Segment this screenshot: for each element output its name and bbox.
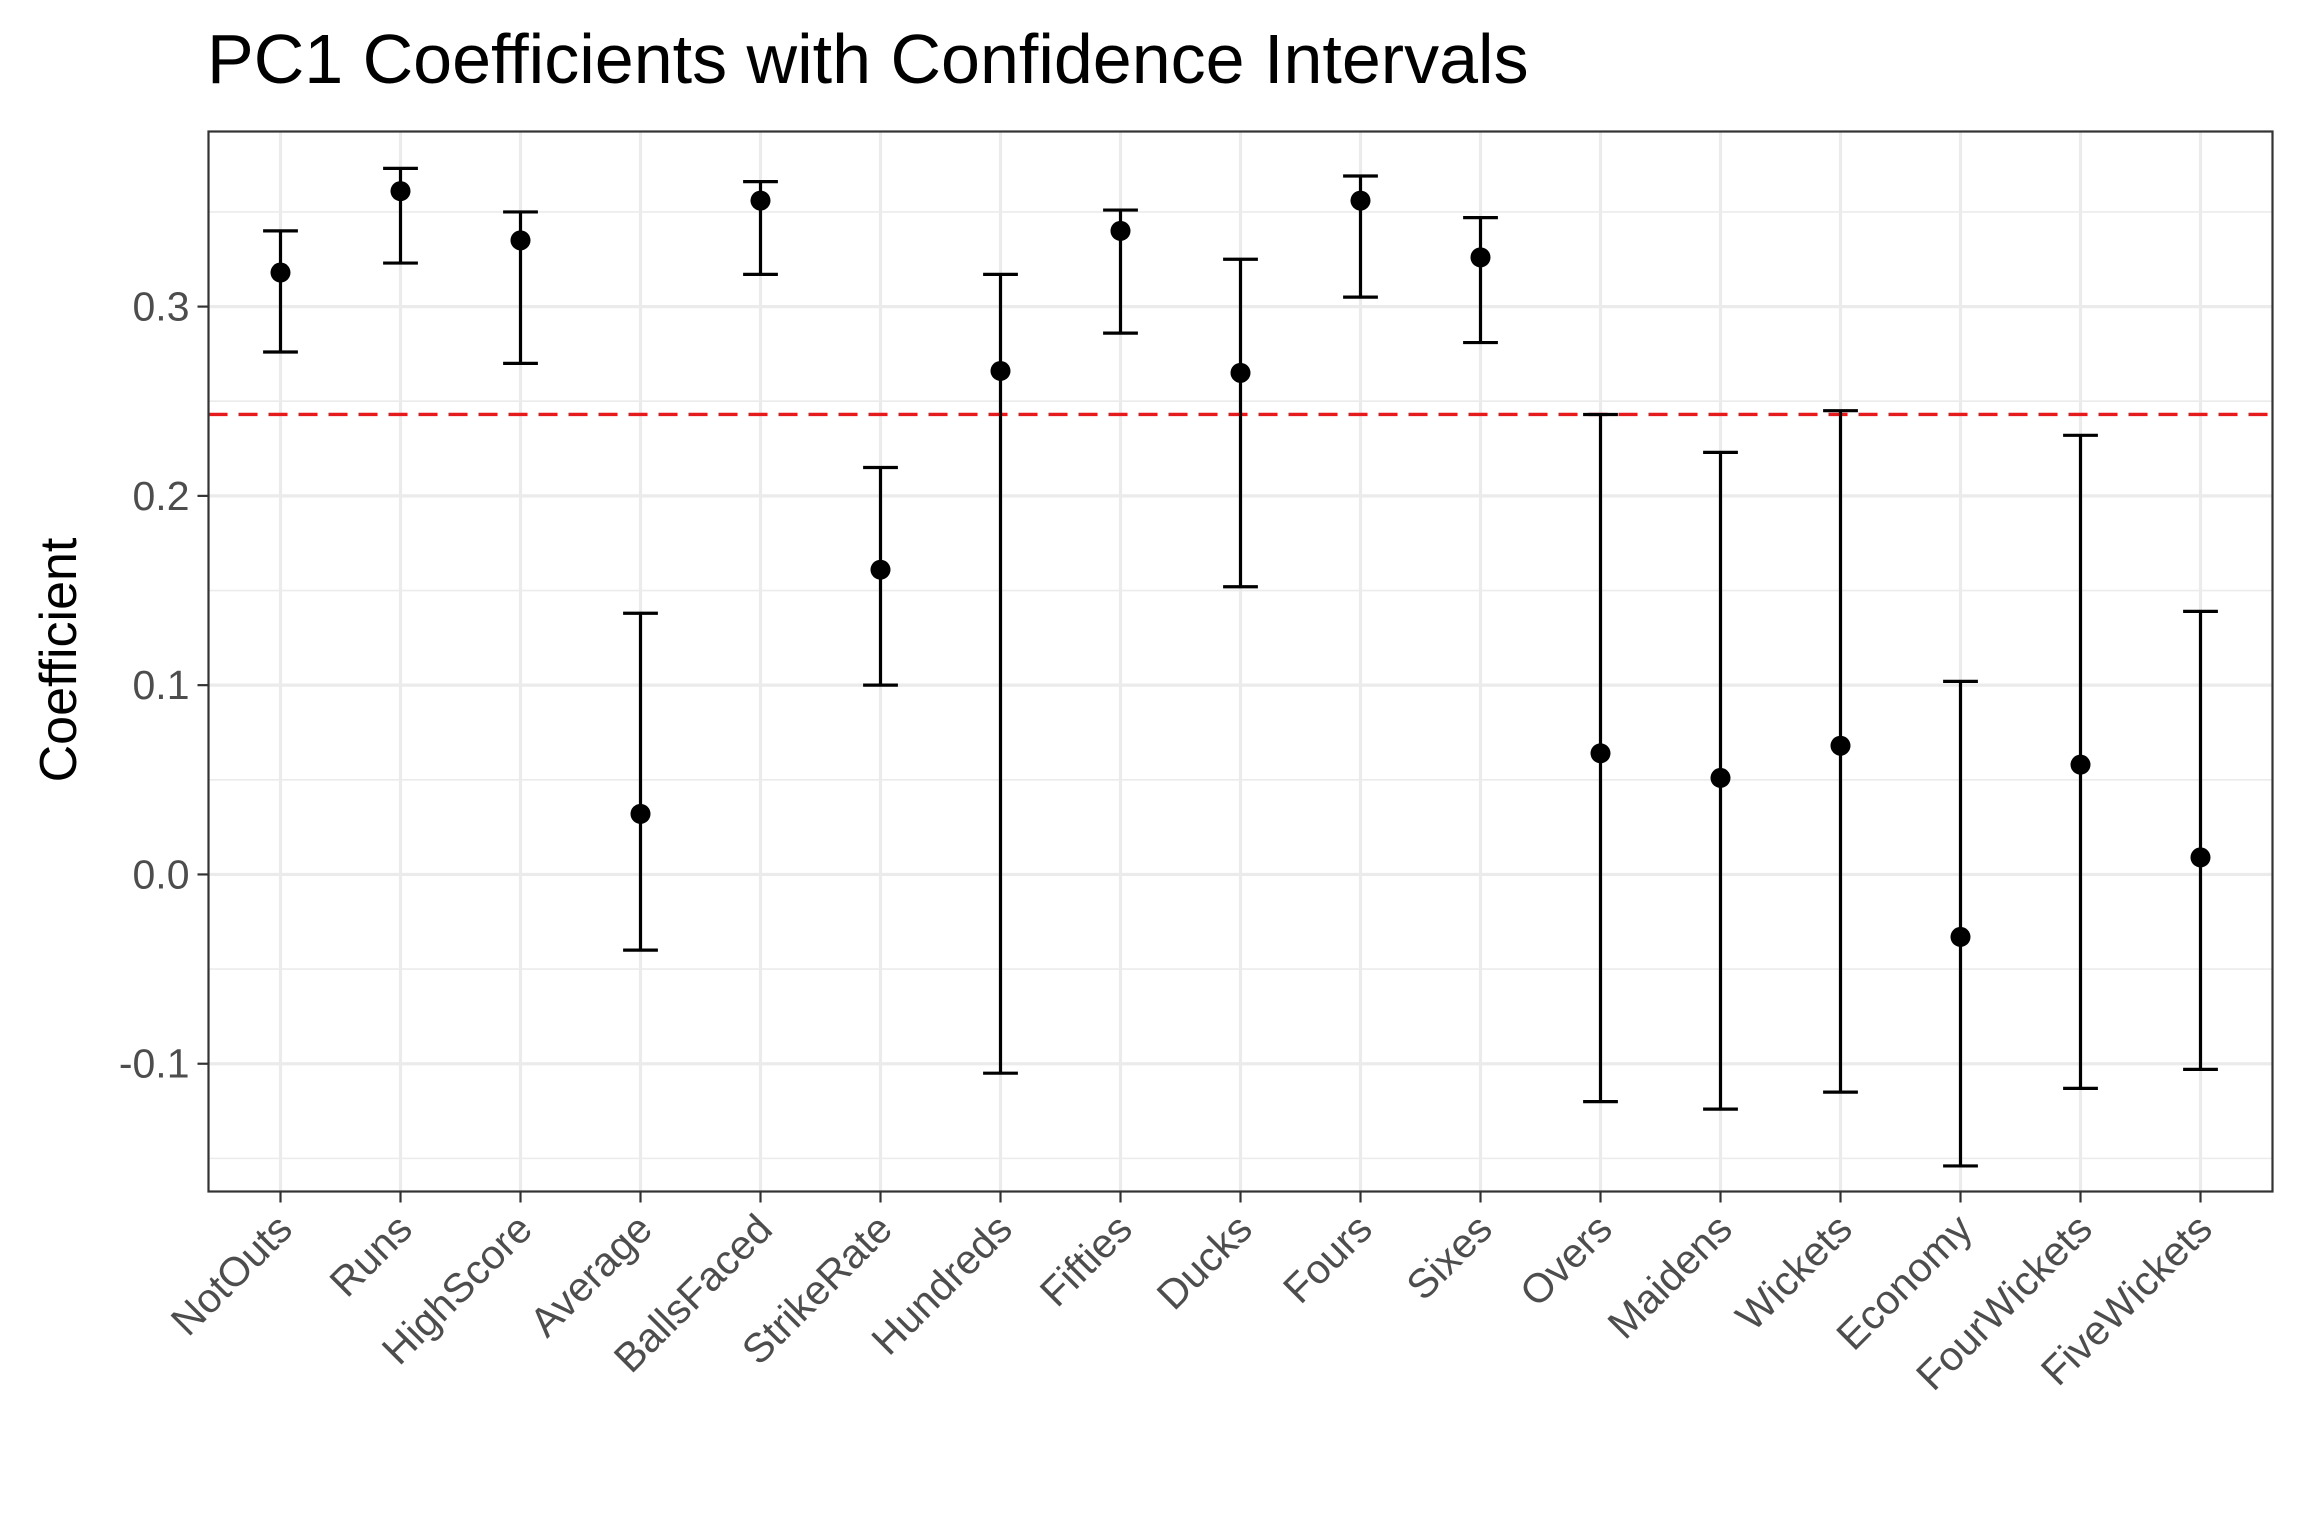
x-tick-label-Fifties: Fifties: [1031, 1205, 1141, 1315]
x-tick-label-Sixes: Sixes: [1397, 1205, 1500, 1308]
point-StrikeRate: [870, 559, 891, 580]
errorbar-Average: [623, 611, 658, 952]
errorbar-FiveWickets: [2183, 609, 2218, 1072]
x-tick-label-Maidens: Maidens: [1599, 1205, 1741, 1347]
point-Maidens: [1710, 767, 1731, 788]
point-Wickets: [1830, 735, 1851, 756]
point-Fours: [1350, 190, 1371, 211]
x-axis: NotOuts RunsHighScoreAverageBallsFacedStr…: [162, 1191, 2221, 1399]
point-Sixes: [1470, 247, 1491, 268]
errorbar-Sixes: [1463, 216, 1498, 345]
errorbar-Economy: [1943, 679, 1978, 1168]
x-tick-label-Fours: Fours: [1274, 1205, 1381, 1312]
point-Ducks: [1230, 362, 1251, 383]
y-tick-label: 0.1: [133, 662, 190, 708]
chart-title: PC1 Coefficients with Confidence Interva…: [207, 20, 1529, 98]
errorbar-Hundreds: [983, 272, 1018, 1075]
errorbar-NotOuts: [263, 229, 298, 354]
y-axis: -0.1 0.0 0.1 0.2 0.3: [119, 284, 209, 1087]
point-Fifties: [1110, 220, 1131, 241]
point-Economy: [1950, 926, 1971, 947]
point-FourWickets: [2070, 754, 2091, 775]
x-tick-label-Ducks: Ducks: [1148, 1205, 1261, 1318]
point-Runs: [390, 181, 411, 202]
point-NotOuts: [270, 262, 291, 283]
errorbar-Ducks: [1223, 257, 1258, 589]
point-Average: [630, 803, 651, 824]
y-tick-label: 0.0: [133, 851, 190, 897]
point-Hundreds: [990, 360, 1011, 381]
point-HighScore: [510, 230, 531, 251]
y-tick-label: 0.2: [133, 473, 190, 519]
point-Overs: [1590, 743, 1611, 764]
x-tick-label-NotOuts: NotOuts: [162, 1205, 301, 1344]
y-tick-label: 0.3: [133, 284, 190, 330]
x-tick-label-Runs: Runs: [321, 1205, 421, 1305]
point-FiveWickets: [2190, 847, 2211, 868]
y-tick-label: -0.1: [119, 1041, 190, 1087]
data-points: [270, 181, 2211, 947]
point-BallsFaced: [750, 190, 771, 211]
y-axis-title: Coefficient: [30, 537, 88, 782]
x-tick-label-Overs: Overs: [1511, 1205, 1621, 1315]
